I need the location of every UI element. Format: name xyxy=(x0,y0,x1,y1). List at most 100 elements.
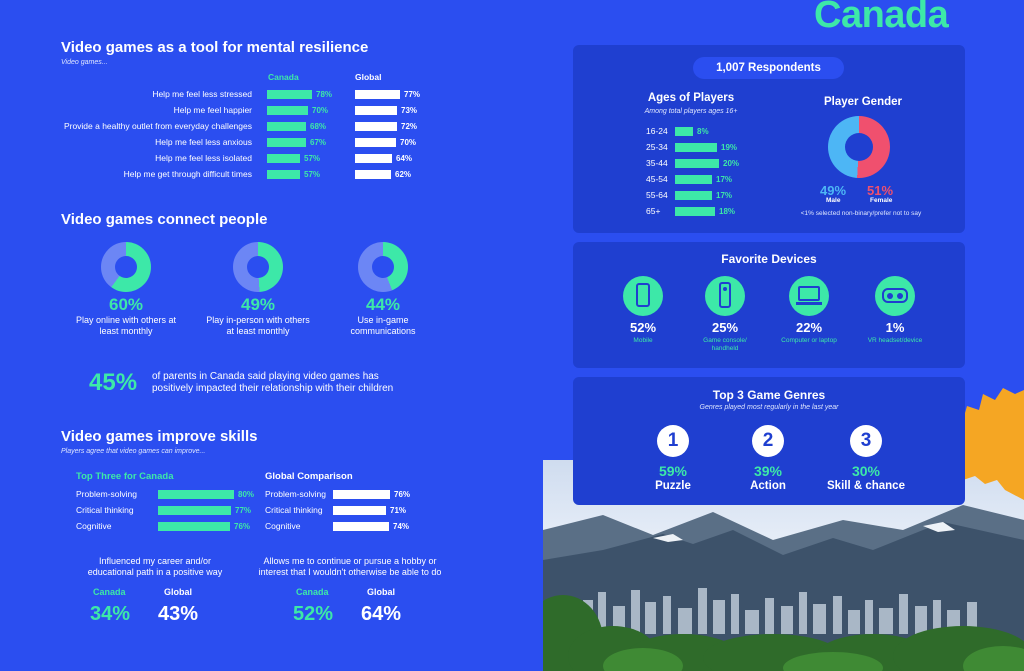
age-bar xyxy=(675,159,719,168)
gender-note: <1% selected non-binary/prefer not to sa… xyxy=(800,210,922,217)
age-bar xyxy=(675,207,715,216)
genres-subtitle: Genres played most regularly in the last… xyxy=(699,404,839,411)
gender-title: Player Gender xyxy=(824,96,902,108)
gender-female-label: Female xyxy=(870,197,893,204)
genre-rank-badge: 1 xyxy=(657,425,689,457)
parents-stat: 45% xyxy=(89,369,138,396)
device-icon-circle xyxy=(875,276,915,316)
resilience-canada-pct: 57% xyxy=(304,170,321,179)
resilience-global-bar xyxy=(355,170,391,179)
hobby-text-2: interest that I wouldn't otherwise be ab… xyxy=(258,567,442,577)
age-pct: 17% xyxy=(716,175,733,184)
device-label: VR headset/device xyxy=(867,337,923,344)
age-bar xyxy=(675,143,717,152)
skills-canada-label: Cognitive xyxy=(76,521,112,531)
connect-caption: Play in-person with others at least mont… xyxy=(206,315,310,336)
age-bar xyxy=(675,127,693,136)
genre-rank-badge: 3 xyxy=(850,425,882,457)
resilience-canada-pct: 67% xyxy=(310,138,327,147)
career-global-label: Global xyxy=(164,587,193,597)
resilience-global-pct: 64% xyxy=(396,154,413,163)
gender-donut-hole xyxy=(845,133,873,161)
vr-headset-icon xyxy=(882,288,908,303)
skills-global-bar xyxy=(333,490,390,499)
genre-rank-badge: 2 xyxy=(752,425,784,457)
resilience-row-label: Help me feel less isolated xyxy=(155,153,252,163)
age-range-label: 16-24 xyxy=(646,126,668,136)
resilience-canada-pct: 78% xyxy=(316,90,333,99)
device-pct: 52% xyxy=(629,320,657,335)
skills-global-pct: 76% xyxy=(394,490,411,499)
skills-canada-label: Critical thinking xyxy=(76,505,134,515)
skills-canada-pct: 76% xyxy=(234,522,251,531)
resilience-canada-bar xyxy=(267,154,300,163)
resilience-canada-bar xyxy=(267,170,300,179)
skills-title: Video games improve skills xyxy=(61,428,258,445)
resilience-global-pct: 62% xyxy=(395,170,412,179)
resilience-canada-bar xyxy=(267,90,312,99)
skills-canada-label: Problem-solving xyxy=(76,489,137,499)
country-title: Canada xyxy=(814,0,949,36)
age-bar xyxy=(675,175,712,184)
parents-text-1: of parents in Canada said playing video … xyxy=(152,371,379,382)
genre-label: Action xyxy=(750,480,786,492)
resilience-canada-bar xyxy=(267,106,308,115)
resilience-row-label: Help me get through difficult times xyxy=(123,169,252,179)
resilience-row-label: Provide a healthy outlet from everyday c… xyxy=(63,121,252,131)
connect-value: 44% xyxy=(365,295,401,314)
connect-title: Video games connect people xyxy=(61,211,268,228)
console-icon xyxy=(719,282,731,308)
skills-global-head: Global Comparison xyxy=(265,471,353,482)
resilience-canada-pct: 70% xyxy=(312,106,329,115)
gender-donut-chart xyxy=(828,116,890,178)
ages-subtitle: Among total players ages 16+ xyxy=(644,108,738,115)
connect-donut-hole xyxy=(115,256,137,278)
skills-canada-pct: 77% xyxy=(235,506,252,515)
device-pct: 22% xyxy=(795,320,823,335)
age-pct: 17% xyxy=(716,191,733,200)
resilience-global-pct: 77% xyxy=(404,90,421,99)
skills-global-pct: 71% xyxy=(390,506,407,515)
device-label: Computer or laptop xyxy=(781,337,837,344)
gender-male-label: Male xyxy=(826,197,841,204)
skills-canada-pct: 80% xyxy=(238,490,255,499)
age-bar xyxy=(675,191,712,200)
skills-global-pct: 74% xyxy=(393,522,410,531)
connect-donut xyxy=(358,242,408,292)
resilience-global-bar xyxy=(355,106,397,115)
skills-canada-bar xyxy=(158,522,230,531)
connect-donut-hole xyxy=(372,256,394,278)
connect-caption: Play online with others at least monthly xyxy=(75,315,177,336)
career-text-2: educational path in a positive way xyxy=(87,567,223,577)
resilience-global-bar xyxy=(355,154,392,163)
connect-donut xyxy=(101,242,151,292)
age-pct: 8% xyxy=(697,127,709,136)
career-text-1: Influenced my career and/or xyxy=(98,556,212,566)
genre-pct: 30% xyxy=(851,463,881,479)
age-range-label: 35-44 xyxy=(646,158,668,168)
connect-caption: Use in-game communications xyxy=(350,315,416,336)
skills-canada-bar xyxy=(158,490,234,499)
connect-value: 49% xyxy=(240,295,276,314)
resilience-global-pct: 73% xyxy=(401,106,418,115)
resilience-canada-bar xyxy=(267,138,306,147)
resilience-row-label: Help me feel happier xyxy=(173,105,252,115)
skills-global-bar xyxy=(333,506,386,515)
laptop-icon xyxy=(796,286,822,305)
device-pct: 1% xyxy=(885,320,905,335)
resilience-subtitle: Video games... xyxy=(61,59,108,66)
genre-pct: 59% xyxy=(658,463,688,479)
resilience-row-label: Help me feel less anxious xyxy=(155,137,252,147)
respondents-badge: 1,007 Respondents xyxy=(693,57,844,79)
age-range-label: 45-54 xyxy=(646,174,668,184)
skills-global-label: Critical thinking xyxy=(265,505,323,515)
age-range-label: 65+ xyxy=(646,206,661,216)
connect-donut-hole xyxy=(247,256,269,278)
skills-global-bar xyxy=(333,522,389,531)
connect-donut xyxy=(233,242,283,292)
career-canada-pct: 34% xyxy=(90,603,131,625)
gender-male-pct: 49% xyxy=(820,183,847,198)
resilience-title: Video games as a tool for mental resilie… xyxy=(61,39,369,56)
skills-canada-head: Top Three for Canada xyxy=(76,471,174,482)
